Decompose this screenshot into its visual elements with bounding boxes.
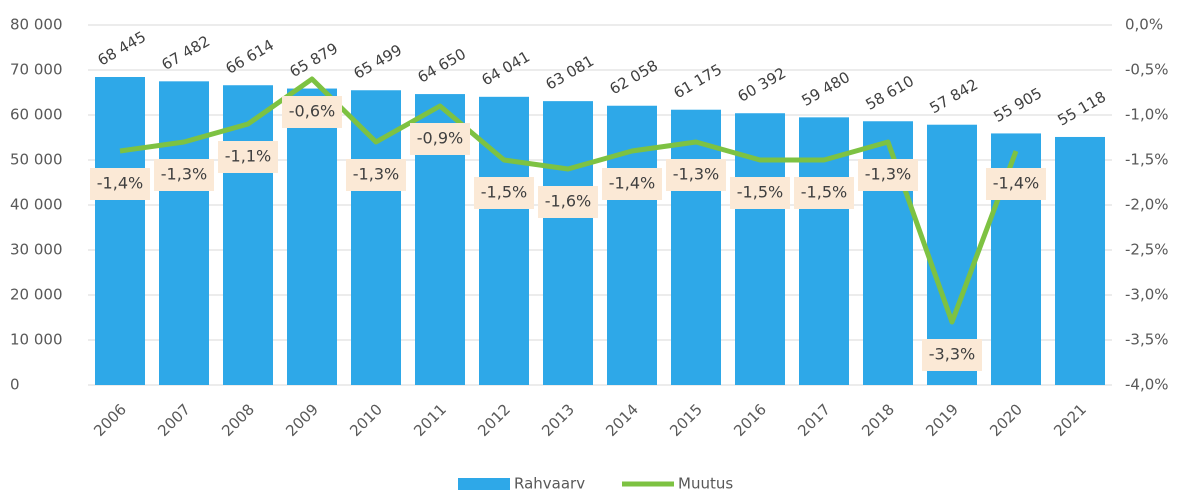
- x-tick-label: 2015: [666, 400, 706, 440]
- line-value-label: -1,1%: [225, 147, 271, 166]
- x-tick-label: 2012: [474, 400, 514, 440]
- line-label-box: [602, 168, 662, 200]
- x-tick-label: 2020: [986, 400, 1026, 440]
- line-value-label: -1,3%: [865, 165, 911, 184]
- line-label-box: [474, 177, 534, 209]
- x-tick-label: 2010: [346, 400, 386, 440]
- line-label-box: [666, 159, 726, 191]
- y-tick-label: 20 000: [10, 286, 63, 304]
- y2-tick-label: 0,0%: [1125, 16, 1163, 34]
- y2-tick-label: -4,0%: [1125, 376, 1169, 394]
- bar-value-label: 62 058: [607, 56, 661, 98]
- y2-tick-label: -3,0%: [1125, 286, 1169, 304]
- y-tick-label: 10 000: [10, 331, 63, 349]
- x-tick-label: 2017: [794, 400, 834, 440]
- y-tick-label: 80 000: [10, 16, 63, 34]
- line-label-box: [858, 159, 918, 191]
- bar-value-label: 61 175: [671, 60, 725, 102]
- x-tick-label: 2011: [410, 400, 450, 440]
- line-label-box: [922, 339, 982, 371]
- line-value-label: -0,9%: [417, 129, 463, 148]
- bar-value-label: 67 482: [159, 32, 213, 74]
- line-value-label: -3,3%: [929, 345, 975, 364]
- line-label-box: [410, 123, 470, 155]
- legend-label: Muutus: [678, 475, 733, 493]
- x-tick-label: 2013: [538, 400, 578, 440]
- line-value-label: -1,4%: [609, 174, 655, 193]
- bar-value-label: 65 499: [351, 41, 405, 83]
- x-tick-label: 2009: [282, 400, 322, 440]
- y2-tick-label: -1,5%: [1125, 151, 1169, 169]
- line-value-label: -1,3%: [673, 165, 719, 184]
- bar-value-label: 66 614: [223, 36, 277, 78]
- bar: [1055, 136, 1105, 385]
- y2-tick-label: -3,5%: [1125, 331, 1169, 349]
- x-tick-label: 2007: [154, 400, 194, 440]
- line-value-label: -0,6%: [289, 102, 335, 121]
- bar-value-label: 58 610: [863, 72, 917, 114]
- y2-tick-label: -0,5%: [1125, 61, 1169, 79]
- bar: [223, 85, 273, 385]
- line-value-label: -1,6%: [545, 192, 591, 211]
- x-tick-label: 2021: [1050, 400, 1090, 440]
- bar-value-label: 65 879: [287, 39, 341, 81]
- x-tick-label: 2019: [922, 400, 962, 440]
- bar: [159, 81, 209, 386]
- legend-label: Rahvaarv: [514, 475, 585, 493]
- bar-value-label: 55 118: [1055, 88, 1109, 130]
- y2-tick-label: -2,0%: [1125, 196, 1169, 214]
- bar-value-label: 57 842: [927, 75, 981, 117]
- line-label-box: [282, 96, 342, 128]
- y-tick-label: 40 000: [10, 196, 63, 214]
- x-tick-label: 2018: [858, 400, 898, 440]
- line-label-box: [218, 141, 278, 173]
- line-value-label: -1,4%: [993, 174, 1039, 193]
- bar-value-label: 64 041: [479, 47, 533, 89]
- legend-swatch: [458, 478, 510, 490]
- bar: [543, 101, 593, 385]
- y-tick-label: 30 000: [10, 241, 63, 259]
- line-value-label: -1,3%: [353, 165, 399, 184]
- bar: [671, 109, 721, 386]
- line-label-box: [986, 168, 1046, 200]
- bar-value-label: 55 905: [991, 84, 1045, 126]
- line-value-label: -1,5%: [737, 183, 783, 202]
- line-value-label: -1,5%: [481, 183, 527, 202]
- line-value-label: -1,3%: [161, 165, 207, 184]
- line-label-box: [538, 186, 598, 218]
- y-tick-label: 50 000: [10, 151, 63, 169]
- line-value-label: -1,5%: [801, 183, 847, 202]
- bar: [95, 76, 145, 385]
- line-label-box: [794, 177, 854, 209]
- y-tick-label: 0: [10, 376, 20, 394]
- line-label-box: [730, 177, 790, 209]
- bar-value-label: 63 081: [543, 52, 597, 94]
- x-tick-label: 2008: [218, 400, 258, 440]
- bar-value-label: 64 650: [415, 45, 469, 87]
- x-tick-label: 2016: [730, 400, 770, 440]
- line-value-label: -1,4%: [97, 174, 143, 193]
- y2-tick-label: -1,0%: [1125, 106, 1169, 124]
- x-tick-label: 2006: [90, 400, 130, 440]
- line: [119, 76, 1019, 325]
- line-label-box: [154, 159, 214, 191]
- bar: [287, 88, 337, 386]
- y-tick-label: 60 000: [10, 106, 63, 124]
- bar-value-label: 59 480: [799, 68, 853, 110]
- y2-tick-label: -2,5%: [1125, 241, 1169, 259]
- line-label-box: [346, 159, 406, 191]
- bar-value-label: 68 445: [95, 28, 149, 70]
- bar: [479, 96, 529, 386]
- x-tick-label: 2014: [602, 400, 642, 440]
- line-label-box: [90, 168, 150, 200]
- y-tick-label: 70 000: [10, 61, 63, 79]
